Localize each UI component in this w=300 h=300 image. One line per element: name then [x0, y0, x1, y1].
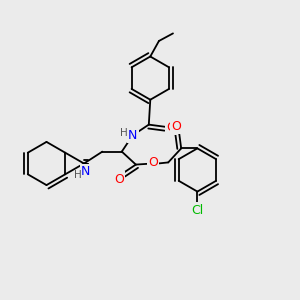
Text: H: H	[120, 128, 128, 138]
Text: N: N	[81, 165, 90, 178]
Text: O: O	[167, 121, 176, 134]
Text: O: O	[148, 156, 158, 170]
Text: Cl: Cl	[191, 204, 203, 217]
Text: H: H	[74, 170, 81, 180]
Text: O: O	[172, 120, 182, 133]
Text: O: O	[114, 173, 124, 186]
Text: N: N	[128, 129, 137, 142]
